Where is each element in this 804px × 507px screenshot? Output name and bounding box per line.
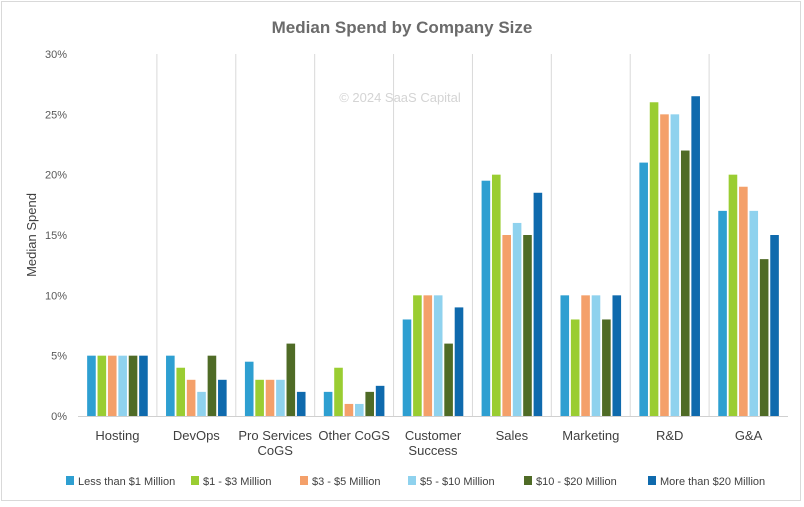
- bar-other-cogs-less-than-1-million: [323, 391, 333, 416]
- legend-swatch-1-3-million: [191, 476, 199, 485]
- y-tick-label: 10%: [45, 290, 67, 302]
- x-tick-label: Success: [408, 443, 458, 458]
- chart-title: Median Spend by Company Size: [272, 18, 533, 37]
- bar-marketing-5-10-million: [591, 295, 601, 416]
- bar-pro-services-cogs-5-10-million: [276, 379, 285, 416]
- bar-sales-5-10-million: [512, 222, 522, 416]
- bar-hosting-more-than-20-million: [139, 355, 148, 416]
- category-separators: [78, 54, 788, 417]
- legend-label: $1 - $3 Million: [203, 476, 271, 488]
- bar-pro-services-cogs-less-than-1-million: [244, 361, 254, 416]
- bar-marketing-less-than-1-million: [560, 295, 570, 416]
- bar-g-a-5-10-million: [749, 210, 759, 416]
- legend-swatch-10-20-million: [524, 476, 532, 485]
- bar-g-a-3-5-million: [739, 186, 748, 416]
- y-tick-label: 30%: [45, 49, 67, 61]
- legend: Less than $1 Million $1 - $3 Million $3 - …: [66, 476, 765, 488]
- bar-hosting-3-5-million: [107, 355, 117, 416]
- bar-devops-more-than-20-million: [218, 379, 227, 416]
- bar-pro-services-cogs-10-20-million: [286, 343, 296, 416]
- bar-other-cogs-5-10-million: [355, 403, 364, 416]
- bar-sales-3-5-million: [502, 235, 511, 416]
- watermark-text: © 2024 SaaS Capital: [339, 90, 461, 105]
- legend-label: $3 - $5 Million: [312, 476, 380, 488]
- bar-other-cogs-1-3-million: [334, 367, 343, 416]
- bar-sales-1-3-million: [491, 174, 501, 416]
- bar-r-d-less-than-1-million: [639, 162, 648, 416]
- bar-sales-more-than-20-million: [533, 192, 543, 416]
- bars: [87, 96, 779, 417]
- bar-hosting-10-20-million: [128, 355, 138, 416]
- bar-r-d-more-than-20-million: [691, 96, 700, 416]
- legend-swatch-more-than-20-million: [648, 476, 656, 485]
- bar-r-d-3-5-million: [660, 114, 669, 416]
- legend-label: More than $20 Million: [660, 476, 765, 488]
- x-tick-label: G&A: [735, 428, 763, 443]
- bar-devops-3-5-million: [186, 379, 196, 416]
- bar-devops-1-3-million: [176, 367, 186, 416]
- bar-marketing-more-than-20-million: [612, 295, 622, 416]
- y-tick-label: 20%: [45, 170, 67, 182]
- x-tick-label: R&D: [656, 428, 683, 443]
- legend-label: $5 - $10 Million: [420, 476, 495, 488]
- legend-label: Less than $1 Million: [78, 476, 175, 488]
- x-tick-label: Sales: [496, 428, 529, 443]
- bar-r-d-5-10-million: [670, 114, 680, 416]
- x-tick-label: Other CoGS: [318, 428, 390, 443]
- bar-other-cogs-3-5-million: [344, 403, 354, 416]
- y-tick-label: 15%: [45, 230, 67, 242]
- x-tick-label: Customer: [405, 428, 462, 443]
- bar-customer-success-more-than-20-million: [454, 307, 464, 416]
- bar-g-a-10-20-million: [759, 259, 769, 416]
- bar-g-a-less-than-1-million: [718, 210, 727, 416]
- bar-sales-less-than-1-million: [481, 180, 491, 416]
- bar-other-cogs-10-20-million: [365, 391, 375, 416]
- y-axis-label: Median Spend: [24, 193, 39, 277]
- bar-customer-success-5-10-million: [433, 295, 443, 416]
- bar-sales-10-20-million: [523, 235, 532, 416]
- bar-marketing-1-3-million: [570, 319, 580, 416]
- bar-devops-5-10-million: [197, 391, 206, 416]
- legend-swatch-5-10-million: [408, 476, 416, 485]
- y-tick-label: 0%: [51, 411, 67, 423]
- bar-hosting-1-3-million: [97, 355, 107, 416]
- bar-customer-success-3-5-million: [423, 295, 433, 416]
- bar-hosting-5-10-million: [118, 355, 127, 416]
- bar-pro-services-cogs-more-than-20-million: [296, 391, 306, 416]
- legend-swatch-less-than-1-million: [66, 476, 74, 485]
- bar-devops-10-20-million: [207, 355, 217, 416]
- bar-customer-success-10-20-million: [444, 343, 453, 416]
- legend-swatch-3-5-million: [300, 476, 308, 485]
- x-tick-label: CoGS: [258, 443, 294, 458]
- x-tick-label: Pro Services: [238, 428, 312, 443]
- y-axis-ticks: 0% 5% 10% 15% 20% 25% 30%: [45, 49, 67, 423]
- y-tick-label: 5%: [51, 351, 67, 363]
- bar-g-a-more-than-20-million: [770, 235, 779, 416]
- bar-g-a-1-3-million: [728, 174, 738, 416]
- legend-label: $10 - $20 Million: [536, 476, 617, 488]
- bar-hosting-less-than-1-million: [87, 355, 96, 416]
- bar-devops-less-than-1-million: [166, 355, 175, 416]
- y-tick-label: 25%: [45, 109, 67, 121]
- bar-r-d-1-3-million: [649, 102, 659, 417]
- x-tick-label: Marketing: [562, 428, 619, 443]
- bar-r-d-10-20-million: [680, 150, 690, 417]
- bar-customer-success-1-3-million: [413, 295, 422, 416]
- x-tick-label: Hosting: [95, 428, 139, 443]
- bar-marketing-3-5-million: [581, 295, 590, 416]
- bar-marketing-10-20-million: [602, 319, 611, 416]
- bar-other-cogs-more-than-20-million: [375, 385, 385, 416]
- bar-customer-success-less-than-1-million: [402, 319, 412, 416]
- bar-pro-services-cogs-3-5-million: [265, 379, 275, 416]
- bar-pro-services-cogs-1-3-million: [255, 379, 264, 416]
- x-tick-label: DevOps: [173, 428, 220, 443]
